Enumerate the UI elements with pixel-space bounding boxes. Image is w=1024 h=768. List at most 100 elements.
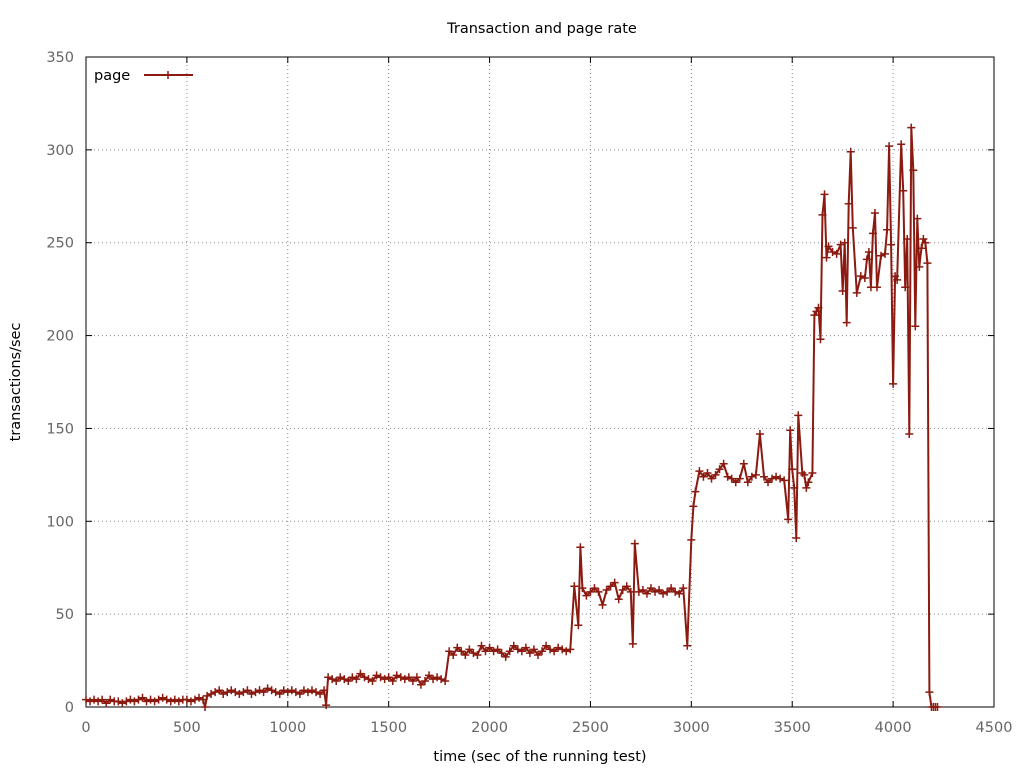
data-point [921,238,930,247]
x-axis-label: time (sec of the running test) [433,749,646,765]
data-point [925,688,934,697]
data-point [461,651,470,659]
data-point [820,190,829,199]
data-point [320,686,329,695]
data-point [703,469,712,477]
data-point [243,686,252,695]
data-point [816,335,825,344]
data-point [699,472,708,481]
data-point [903,235,912,243]
data-point [271,688,280,697]
data-point [711,470,720,479]
data-point [283,688,292,697]
data-point [860,274,869,282]
data-point [505,647,514,656]
data-point [822,253,831,262]
data-point [751,470,760,479]
data-point [396,673,405,682]
data-point [251,688,260,697]
grid [86,57,994,707]
data-point [899,186,908,195]
data-point [392,671,401,680]
data-point [628,639,637,648]
data-point [868,229,877,238]
data-point [194,693,203,702]
data-point [126,695,135,704]
data-point [263,684,272,693]
x-tick-label: 4500 [976,720,1013,736]
data-point [170,695,179,704]
data-point [630,539,639,548]
data-point [651,587,660,596]
legend-label-page: page [94,68,130,84]
data-point [824,242,833,251]
data-point [364,675,373,684]
data-point [907,123,916,132]
x-tick-label: 1500 [370,720,407,736]
data-point [542,641,551,650]
data-point [429,675,438,684]
data-point [897,140,906,149]
data-point [332,677,341,685]
data-point [525,649,534,658]
data-point [687,535,696,544]
data-point [322,701,331,710]
legend-marker-icon [164,71,172,79]
data-point [792,534,801,542]
data-point [352,675,361,684]
data-point [562,647,571,656]
data-point [905,430,914,438]
data-point [790,483,799,492]
data-point [485,643,494,652]
data-point [877,251,886,260]
data-point [420,677,429,685]
data-point [606,582,615,591]
data-point [130,697,139,706]
data-point [909,166,918,175]
x-tick-label: 3000 [673,720,710,736]
data-point [138,693,147,702]
y-tick-label: 50 [56,607,74,623]
data-point [743,478,752,487]
data-point [842,318,851,327]
data-point [614,595,623,604]
y-tick-label: 200 [46,329,74,345]
series-page [82,123,942,711]
data-point [219,690,228,698]
data-point [862,255,871,264]
data-point [810,311,819,320]
data-point [776,474,785,483]
data-point [287,686,296,695]
data-point [90,695,99,704]
data-point [207,690,216,698]
data-point [469,649,478,658]
data-point [747,472,756,481]
data-point [453,643,462,652]
data-point [328,675,337,684]
data-point [772,472,781,481]
x-tick-label: 2500 [572,720,609,736]
data-point [602,586,611,594]
plot-frame [85,56,995,708]
data-point [98,695,107,704]
data-point [360,673,369,682]
data-point [719,459,728,468]
data-point [425,671,434,680]
data-point [114,697,123,706]
y-axis: 0 50 100 150 200 250 300 350 [46,50,994,716]
data-point [832,249,841,258]
data-point [303,688,312,697]
data-point [642,589,651,598]
data-point [784,515,793,524]
data-point [86,697,95,706]
data-point [295,690,304,698]
data-point [227,686,236,695]
chart-title: Transaction and page rate [446,21,637,37]
data-point [211,688,220,697]
data-point [162,695,171,704]
data-point [388,677,397,685]
data-point [348,673,357,682]
data-point [731,478,740,487]
data-point [529,645,538,654]
data-point [550,647,559,656]
